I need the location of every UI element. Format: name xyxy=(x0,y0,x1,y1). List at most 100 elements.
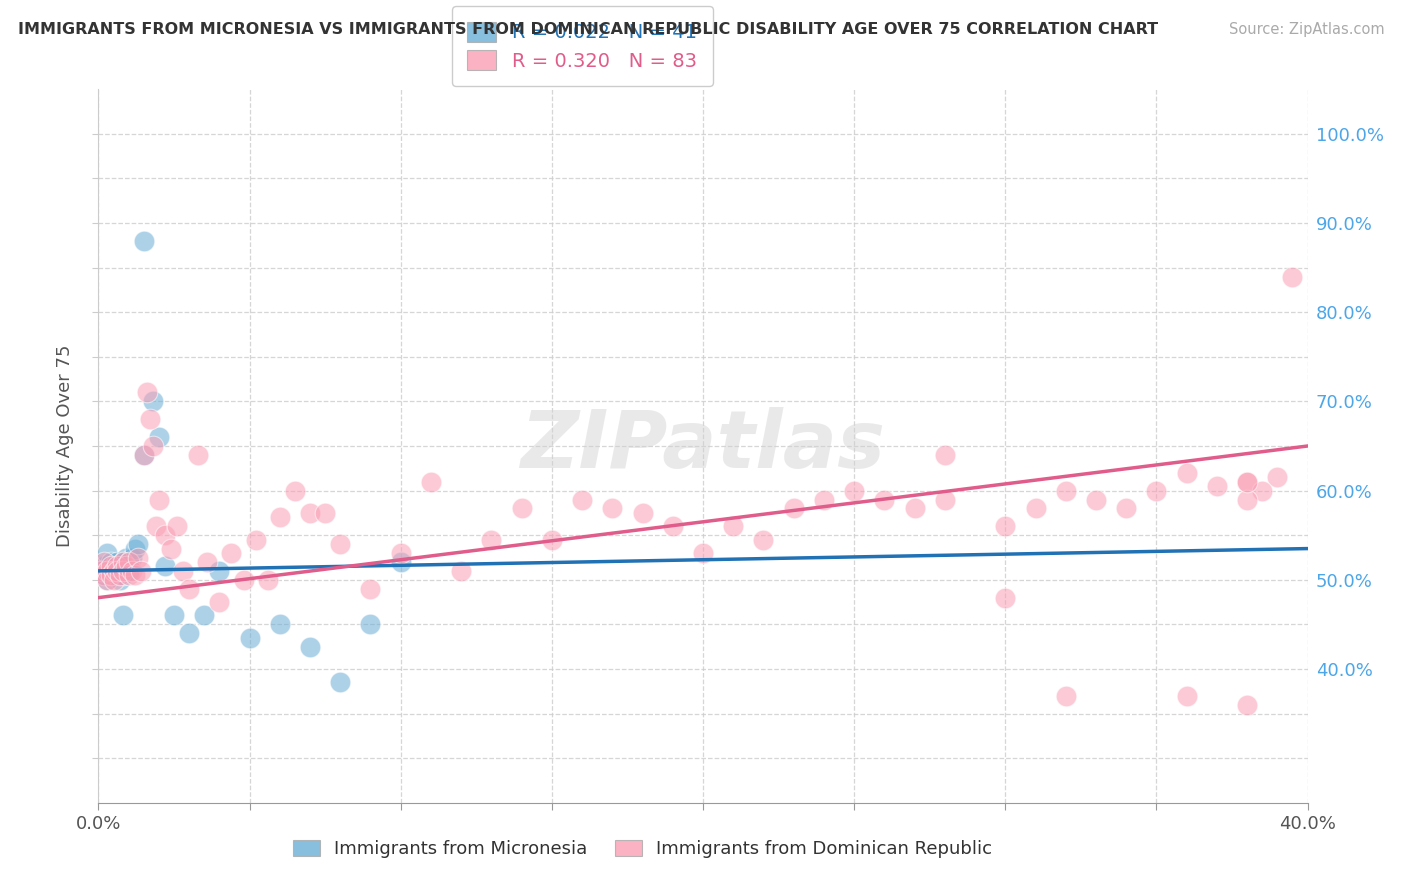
Point xyxy=(114,559,136,574)
Point xyxy=(163,608,186,623)
Point xyxy=(121,550,143,565)
Point xyxy=(994,591,1017,605)
Point xyxy=(100,568,122,582)
Point xyxy=(105,568,128,582)
Point xyxy=(103,559,125,574)
Point xyxy=(195,555,218,569)
Point xyxy=(1281,269,1303,284)
Point xyxy=(723,519,745,533)
Point xyxy=(132,448,155,462)
Point xyxy=(208,595,231,609)
Point xyxy=(153,559,176,574)
Point xyxy=(1115,501,1137,516)
Point xyxy=(103,568,125,582)
Point xyxy=(1267,470,1289,484)
Point xyxy=(114,564,136,578)
Point xyxy=(1175,689,1198,703)
Point xyxy=(100,559,122,574)
Point xyxy=(105,559,128,574)
Legend: Immigrants from Micronesia, Immigrants from Dominican Republic: Immigrants from Micronesia, Immigrants f… xyxy=(285,832,1000,865)
Point xyxy=(239,631,262,645)
Point xyxy=(540,533,562,547)
Point xyxy=(994,519,1017,533)
Point xyxy=(129,564,152,578)
Point xyxy=(142,439,165,453)
Point xyxy=(571,492,593,507)
Point xyxy=(783,501,806,516)
Point xyxy=(172,564,194,578)
Point xyxy=(602,501,624,516)
Point xyxy=(108,559,131,574)
Point xyxy=(510,501,533,516)
Point xyxy=(105,564,128,578)
Point xyxy=(166,519,188,533)
Point xyxy=(389,546,412,560)
Point xyxy=(752,533,775,547)
Point xyxy=(1054,483,1077,498)
Point xyxy=(179,582,201,596)
Point xyxy=(232,573,254,587)
Point xyxy=(118,568,141,582)
Point xyxy=(1236,475,1258,489)
Point xyxy=(96,573,118,587)
Point xyxy=(111,564,134,578)
Point xyxy=(153,528,176,542)
Point xyxy=(108,573,131,587)
Point xyxy=(481,533,503,547)
Point xyxy=(661,519,683,533)
Point xyxy=(124,541,146,556)
Point xyxy=(299,506,322,520)
Point xyxy=(111,555,134,569)
Point xyxy=(1236,698,1258,712)
Point xyxy=(269,510,291,524)
Point xyxy=(114,550,136,565)
Point xyxy=(329,675,352,690)
Point xyxy=(100,564,122,578)
Text: ZIPatlas: ZIPatlas xyxy=(520,407,886,485)
Text: IMMIGRANTS FROM MICRONESIA VS IMMIGRANTS FROM DOMINICAN REPUBLIC DISABILITY AGE : IMMIGRANTS FROM MICRONESIA VS IMMIGRANTS… xyxy=(18,22,1159,37)
Point xyxy=(221,546,243,560)
Point xyxy=(127,550,149,565)
Point xyxy=(148,430,170,444)
Point xyxy=(100,555,122,569)
Point xyxy=(360,582,382,596)
Point xyxy=(103,573,125,587)
Point xyxy=(127,537,149,551)
Point xyxy=(193,608,215,623)
Point xyxy=(631,506,654,520)
Point xyxy=(111,608,134,623)
Point xyxy=(256,573,278,587)
Point xyxy=(329,537,352,551)
Point xyxy=(111,555,134,569)
Text: Source: ZipAtlas.com: Source: ZipAtlas.com xyxy=(1229,22,1385,37)
Point xyxy=(179,626,201,640)
Point xyxy=(245,533,267,547)
Point xyxy=(118,555,141,569)
Point xyxy=(96,564,118,578)
Point xyxy=(360,617,382,632)
Point xyxy=(844,483,866,498)
Point xyxy=(1085,492,1108,507)
Point xyxy=(108,564,131,578)
Point xyxy=(93,568,115,582)
Point xyxy=(96,546,118,560)
Point xyxy=(103,564,125,578)
Point xyxy=(96,573,118,587)
Point xyxy=(1236,475,1258,489)
Point xyxy=(135,385,157,400)
Point xyxy=(692,546,714,560)
Point xyxy=(90,564,112,578)
Point xyxy=(1175,466,1198,480)
Point xyxy=(118,564,141,578)
Point xyxy=(389,555,412,569)
Point xyxy=(934,492,956,507)
Point xyxy=(873,492,896,507)
Point xyxy=(105,564,128,578)
Point xyxy=(1236,492,1258,507)
Point xyxy=(813,492,835,507)
Point xyxy=(118,555,141,569)
Point xyxy=(1251,483,1274,498)
Point xyxy=(142,394,165,409)
Point xyxy=(108,568,131,582)
Point xyxy=(314,506,336,520)
